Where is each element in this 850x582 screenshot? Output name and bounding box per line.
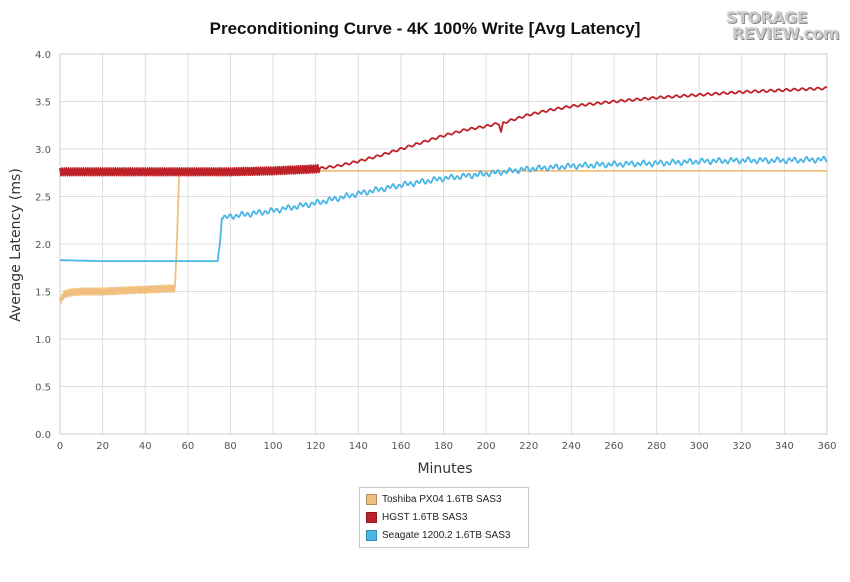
x-tick-label: 260 — [604, 441, 623, 452]
legend-swatch-toshiba — [366, 493, 377, 505]
x-tick-label: 100 — [264, 441, 283, 452]
storagereview-logo: STORAGE REVIEW.com — [726, 8, 840, 43]
y-tick-label: 3.0 — [35, 145, 51, 156]
x-tick-label: 180 — [434, 441, 453, 452]
x-tick-label: 240 — [562, 441, 581, 452]
x-tick-label: 120 — [306, 441, 325, 452]
legend-label-seagate: Seagate 1200.2 1.6TB SAS3 — [382, 529, 511, 541]
y-tick-label: 1.5 — [35, 288, 51, 299]
series-line-seagate — [59, 155, 828, 263]
x-tick-label: 20 — [96, 441, 109, 452]
legend-item-toshiba: Toshiba PX04 1.6TB SAS3 — [366, 492, 502, 506]
legend-item-hgst: HGST 1.6TB SAS3 — [366, 510, 467, 524]
x-tick-label: 220 — [519, 441, 538, 452]
x-axis-label: Minutes — [417, 461, 472, 477]
plot-area-border — [59, 53, 828, 435]
x-tick-label: 140 — [349, 441, 368, 452]
legend-label-hgst: HGST 1.6TB SAS3 — [382, 511, 468, 523]
x-tick-label: 300 — [690, 441, 709, 452]
x-tick-label: 0 — [57, 441, 63, 452]
y-axis-label: Average Latency (ms) — [8, 168, 24, 322]
x-tick-label: 360 — [817, 441, 836, 452]
legend-label-toshiba: Toshiba PX04 1.6TB SAS3 — [382, 493, 502, 505]
y-tick-label: 2.5 — [35, 193, 51, 204]
series-lines — [59, 86, 828, 304]
y-tick-label: 0.5 — [35, 383, 51, 394]
axes: 0.0 0.5 1.0 1.5 2.0 2.5 3.0 3.5 4.0 0 20 40 60 80 100 1… — [35, 50, 836, 452]
chart-legend: Toshiba PX04 1.6TB SAS3 HGST 1.6TB SAS3 … — [359, 487, 529, 548]
chart-title: Preconditioning Curve - 4K 100% Write [A… — [209, 19, 641, 38]
x-tick-label: 340 — [775, 441, 794, 452]
gridlines — [59, 53, 828, 435]
legend-item-seagate: Seagate 1200.2 1.6TB SAS3 — [366, 528, 510, 542]
x-tick-label: 80 — [224, 441, 237, 452]
y-tick-label: 2.0 — [35, 240, 51, 251]
y-tick-label: 0.0 — [35, 430, 51, 441]
x-tick-label: 40 — [139, 441, 152, 452]
x-tick-label: 200 — [477, 441, 496, 452]
y-tick-label: 4.0 — [35, 50, 51, 61]
legend-swatch-seagate — [366, 529, 377, 541]
x-tick-label: 60 — [181, 441, 194, 452]
series-line-hgst — [59, 86, 828, 177]
x-tick-label: 320 — [732, 441, 751, 452]
x-tick-label: 160 — [391, 441, 410, 452]
legend-swatch-hgst — [366, 511, 377, 523]
y-tick-label: 1.0 — [35, 335, 51, 346]
y-tick-label: 3.5 — [35, 98, 51, 109]
x-tick-label: 280 — [647, 441, 666, 452]
